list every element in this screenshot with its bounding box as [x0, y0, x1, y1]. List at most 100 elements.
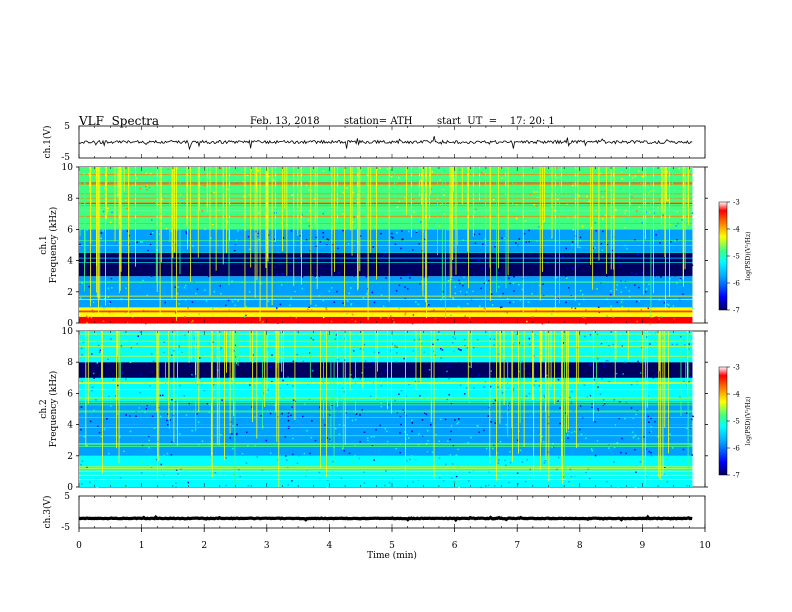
spectrogram-speckle [318, 471, 321, 474]
spectrogram-speckle [220, 292, 222, 295]
spectrogram-speckle [398, 307, 400, 310]
spectrogram-speckle [212, 341, 214, 343]
spectrogram-speckle [348, 292, 350, 295]
spectrogram-speckle [279, 308, 282, 311]
spectrogram-speckle [99, 306, 102, 309]
spectrogram-speckle [499, 441, 502, 443]
spectrogram-speckle [529, 373, 531, 375]
spectrogram-speckle [292, 230, 295, 232]
spectrogram-speckle [427, 385, 429, 387]
spectrogram-speckle [341, 313, 344, 315]
spectrogram-speckle [250, 387, 252, 390]
spectrogram-band [79, 276, 693, 308]
spectrogram-speckle [672, 305, 675, 307]
spectrogram-speckle [100, 232, 103, 234]
spectrogram-speckle [245, 306, 248, 308]
spectrogram-speckle [463, 338, 466, 341]
spectrogram-speckle [124, 429, 126, 431]
spectrogram-speckle [327, 239, 330, 241]
spectrogram-speckle [351, 459, 354, 461]
spectrogram-speckle [653, 270, 656, 272]
spectrogram-speckle [374, 174, 377, 177]
spectrogram-speckle [418, 339, 420, 341]
spectrogram-speckle [256, 270, 259, 272]
spectrogram-speckle [170, 401, 172, 403]
spectrogram-speckle [518, 238, 521, 240]
spectrogram-speckle [220, 347, 222, 349]
spectrogram-speckle [438, 482, 441, 485]
spectrogram-speckle [593, 259, 595, 261]
spectrogram-speckle [485, 447, 488, 450]
spectrogram-speckle [412, 364, 414, 366]
spectrogram-speckle [691, 418, 693, 421]
spectrogram-speckle [488, 470, 490, 473]
spectrogram-speckle [543, 462, 546, 464]
spectrogram-speckle [146, 294, 149, 297]
spectrogram-speckle [128, 390, 131, 393]
spectrogram-speckle [316, 272, 318, 275]
spectrogram-speckle [124, 312, 127, 314]
spectrogram-speckle [192, 297, 194, 300]
spectrogram-speckle [505, 439, 508, 442]
spectrogram-speckle [311, 369, 314, 372]
spectrogram-speckle [347, 242, 350, 245]
spectrogram-speckle [486, 177, 489, 179]
spectrogram-speckle [318, 364, 321, 366]
spectrogram-speckle [97, 256, 99, 259]
spectrogram-speckle [299, 234, 302, 237]
spectrogram-speckle [598, 311, 601, 314]
spectrogram-speckle [178, 303, 180, 305]
spectrogram-speckle [509, 461, 512, 464]
spectrogram-speckle [612, 316, 615, 318]
spectrogram-speckle [634, 239, 636, 241]
spectrogram-speckle [190, 212, 193, 215]
spectrogram-speckle [320, 220, 323, 223]
spectrogram-speckle [81, 210, 83, 212]
spectrogram-speckle [464, 289, 466, 292]
spectrogram-speckle [314, 200, 316, 202]
spectrogram-speckle [360, 214, 362, 216]
spectrogram-speckle [142, 248, 144, 251]
spectrogram-speckle [645, 274, 647, 276]
spectrogram-speckle [150, 264, 153, 267]
spectrogram-speckle [137, 335, 139, 337]
spectrogram-speckle [608, 457, 611, 460]
spectrogram-speckle [129, 430, 132, 433]
spectrogram-speckle [311, 309, 313, 311]
spectrogram-speckle [369, 384, 371, 387]
spectrogram-speckle [523, 232, 526, 235]
spectrogram-speckle [448, 333, 451, 336]
spectrogram-speckle [227, 228, 229, 231]
spectrogram-speckle [127, 353, 130, 355]
spectrogram-speckle [541, 322, 544, 325]
spectrogram-speckle [401, 230, 403, 232]
spectrogram-speckle [411, 422, 414, 424]
spectrogram-speckle [103, 337, 105, 340]
time-tick-label: 3 [264, 541, 270, 551]
spectrogram-speckle [328, 290, 331, 293]
spectrogram-speckle [382, 255, 385, 258]
spectrogram-speckle [624, 209, 627, 212]
spectrogram-speckle [212, 383, 215, 386]
spectrogram-speckle [148, 245, 150, 247]
spectrogram-speckle [187, 307, 189, 309]
spectrogram-speckle [91, 353, 93, 355]
spectrogram-speckle [608, 478, 610, 480]
spectrogram-speckle [285, 459, 288, 461]
spectrogram-speckle [342, 229, 344, 232]
spectrogram-speckle [188, 179, 191, 181]
spectrogram-speckle [611, 249, 614, 252]
spectrogram-speckle [490, 421, 492, 423]
spectrogram-speckle [257, 232, 259, 235]
spectrogram-speckle [463, 398, 465, 400]
spectrogram-speckle [87, 254, 90, 256]
spectrogram-speckle [400, 277, 402, 279]
spectrogram-speckle [265, 476, 267, 478]
spectrogram-speckle [329, 194, 331, 196]
spectrogram-speckle [663, 368, 666, 370]
spectrogram-speckle [250, 253, 253, 256]
spectrogram-speckle [298, 314, 301, 316]
spectrogram-speckle [501, 237, 503, 239]
spectrogram-speckle [335, 333, 338, 336]
spectrogram-speckle [130, 347, 133, 349]
